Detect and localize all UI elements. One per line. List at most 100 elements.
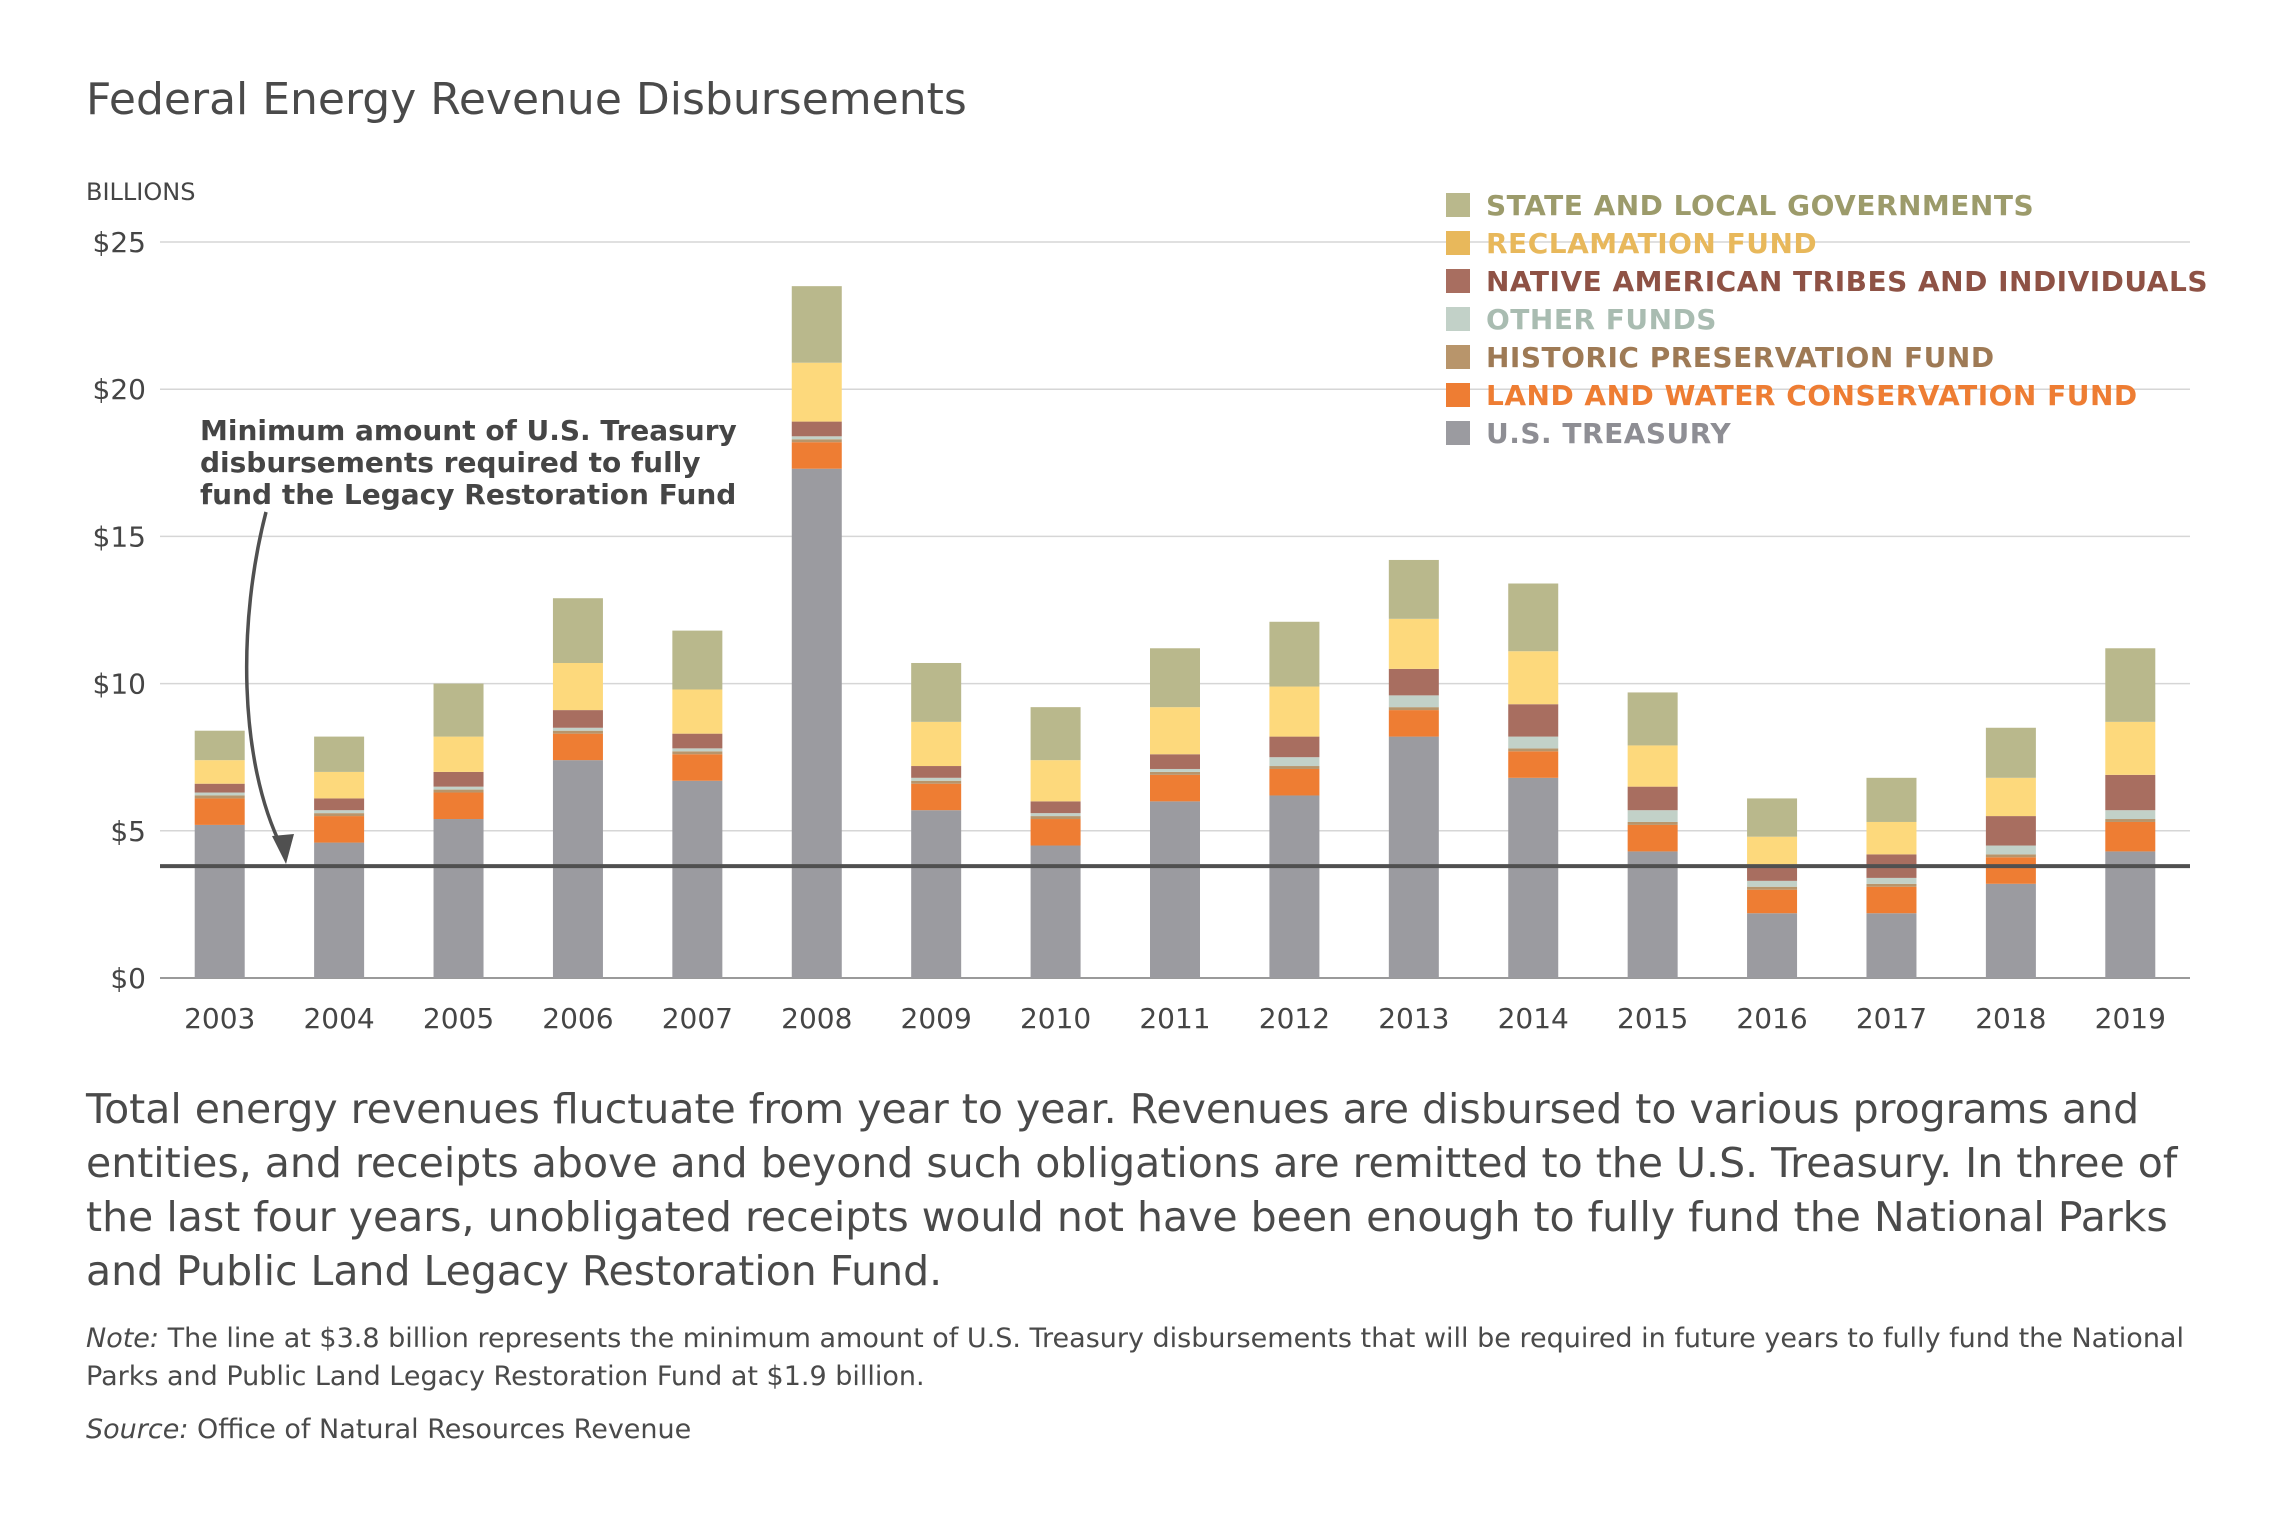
- bar-segment: [911, 777, 962, 781]
- bar-stack-2018: [1985, 727, 2036, 978]
- bar-stack-2009: [911, 662, 962, 978]
- legend-swatch: [1446, 345, 1470, 369]
- x-tick-label: 2003: [184, 1002, 255, 1035]
- bar-stack-2014: [1508, 583, 1559, 978]
- bar-segment: [1388, 736, 1439, 978]
- legend-item: HISTORIC PRESERVATION FUND: [1446, 338, 2208, 376]
- bar-segment: [1985, 883, 2036, 978]
- bar-segment: [911, 810, 962, 978]
- bar-stack-2007: [672, 630, 723, 978]
- bar-segment: [1866, 821, 1917, 855]
- bar-segment: [1150, 768, 1200, 772]
- bar-stack-2012: [1269, 621, 1320, 978]
- bar-segment: [672, 751, 723, 755]
- bar-segment: [1269, 768, 1320, 796]
- bar-segment: [194, 824, 245, 978]
- bar-segment: [1627, 745, 1678, 787]
- legend-label: U.S. TREASURY: [1486, 416, 1732, 450]
- bar-segment: [1508, 736, 1559, 749]
- legend-label: RECLAMATION FUND: [1486, 226, 1818, 260]
- bar-segment: [194, 760, 245, 784]
- legend-item: STATE AND LOCAL GOVERNMENTS: [1446, 186, 2208, 224]
- bar-segment: [1747, 866, 1798, 881]
- bar-segment: [1388, 559, 1439, 619]
- bar-segment: [433, 819, 484, 978]
- annotation-arrow: [244, 511, 284, 849]
- bar-segment: [552, 730, 603, 734]
- bar-segment: [1866, 877, 1917, 884]
- bar-segment: [314, 736, 365, 772]
- bar-segment: [791, 468, 842, 978]
- bar-segment: [2105, 721, 2156, 775]
- bar-segment: [1747, 836, 1798, 867]
- bar-segment: [1747, 880, 1798, 887]
- bar-segment: [672, 689, 723, 734]
- bar-segment: [2105, 810, 2156, 820]
- bar-segment: [791, 286, 842, 363]
- bar-segment: [791, 436, 842, 440]
- bar-segment: [2105, 648, 2156, 722]
- note-label: Note:: [86, 1323, 160, 1354]
- bar-segment: [314, 813, 365, 817]
- x-tick-label: 2011: [1139, 1002, 1210, 1035]
- x-tick-label: 2009: [901, 1002, 972, 1035]
- bar-segment: [433, 771, 484, 787]
- bar-stack-2019: [2105, 648, 2156, 978]
- bar-stack-2005: [433, 683, 484, 978]
- bar-segment: [1150, 801, 1200, 978]
- bar-segment: [1627, 810, 1678, 822]
- bar-segment: [911, 662, 962, 722]
- bar-segment: [194, 795, 245, 799]
- bar-segment: [1627, 692, 1678, 746]
- bar-segment: [433, 683, 484, 737]
- y-axis-label: BILLIONS: [86, 178, 195, 206]
- annotation: Minimum amount of U.S. Treasury disbursem…: [200, 414, 737, 864]
- bar-segment: [1508, 583, 1559, 652]
- bar-stack-2017: [1866, 777, 1917, 978]
- bar-segment: [672, 754, 723, 781]
- bar-segment: [1508, 777, 1559, 978]
- bar-segment: [911, 766, 962, 778]
- bar-segment: [672, 630, 723, 690]
- bar-stack-2010: [1030, 707, 1081, 978]
- y-tick-label: $0: [110, 962, 146, 995]
- x-tick-label: 2005: [423, 1002, 494, 1035]
- bar-segment: [1866, 883, 1917, 887]
- bar-segment: [552, 662, 603, 711]
- bar-segment: [1269, 795, 1320, 978]
- x-tick-label: 2007: [662, 1002, 733, 1035]
- bar-segment: [1030, 801, 1081, 814]
- bar-segment: [433, 792, 484, 820]
- bar-segment: [791, 362, 842, 422]
- bar-segment: [672, 748, 723, 752]
- bar-segment: [1985, 845, 2036, 855]
- bar-segment: [1866, 886, 1917, 914]
- bar-segment: [1269, 621, 1320, 687]
- bar-segment: [1030, 813, 1081, 817]
- bar-stack-2016: [1747, 798, 1798, 978]
- bar-stack-2013: [1388, 559, 1439, 978]
- legend-swatch: [1446, 269, 1470, 293]
- bar-segment: [2105, 774, 2156, 811]
- x-tick-label: 2012: [1259, 1002, 1330, 1035]
- bar-segment: [1627, 821, 1678, 825]
- bar-segment: [552, 733, 603, 761]
- bar-segment: [1269, 757, 1320, 767]
- bar-segment: [1985, 854, 2036, 858]
- x-tick-label: 2018: [1975, 1002, 2046, 1035]
- bar-segment: [1627, 851, 1678, 978]
- bar-segment: [911, 721, 962, 767]
- bar-segment: [1269, 686, 1320, 737]
- bar-segment: [1985, 727, 2036, 778]
- legend-swatch: [1446, 421, 1470, 445]
- bar-segment: [1508, 751, 1559, 778]
- bar-segment: [194, 730, 245, 761]
- bar-segment: [433, 736, 484, 772]
- bar-segment: [1388, 668, 1439, 696]
- bar-segment: [433, 789, 484, 793]
- bar-segment: [1508, 651, 1559, 705]
- legend-item: RECLAMATION FUND: [1446, 224, 2208, 262]
- bar-segment: [791, 439, 842, 443]
- bar-segment: [2105, 819, 2156, 822]
- bar-segment: [911, 783, 962, 811]
